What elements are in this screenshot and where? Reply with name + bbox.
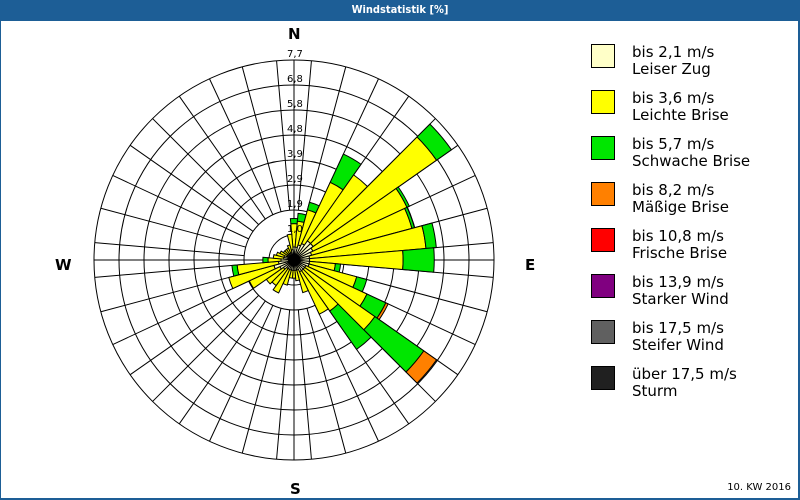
compass-south-label: S [290, 480, 301, 498]
wind-sectors [228, 123, 453, 384]
sector-segment [402, 247, 435, 273]
sector-segment [289, 217, 299, 225]
sector-segment [395, 186, 411, 208]
svg-text:6,8: 6,8 [287, 74, 303, 85]
window-title: Windstatistik [%] [0, 0, 800, 20]
legend-swatch [591, 320, 615, 344]
legend-label: bis 17,5 m/s Steifer Wind [632, 319, 724, 354]
sector-segment [405, 350, 438, 384]
sector-segment [298, 269, 329, 315]
legend-swatch [591, 136, 615, 160]
legend-swatch [591, 274, 615, 298]
legend-label: bis 10,8 m/s Frische Brise [632, 227, 728, 262]
sector-segment [416, 123, 453, 161]
sector-segment [279, 250, 289, 258]
sector-segment [275, 251, 286, 258]
sector-segment [329, 303, 372, 351]
period-label: 10. KW 2016 [727, 482, 791, 493]
sector-segment [228, 264, 276, 290]
legend-label: bis 8,2 m/s Mäßige Brise [632, 181, 729, 216]
legend-swatch [591, 182, 615, 206]
svg-text:1,9: 1,9 [287, 199, 303, 210]
radial-tick-labels: 1,0 1,9 2,9 3,9 4,8 5,8 6,8 7,7 [287, 49, 303, 235]
legend-swatch [591, 44, 615, 68]
sector-segment [296, 268, 309, 294]
sector-segment [262, 256, 269, 264]
svg-text:2,9: 2,9 [287, 174, 303, 185]
svg-text:5,8: 5,8 [287, 99, 303, 110]
legend-label: bis 2,1 m/s Leiser Zug [632, 43, 715, 78]
sector-segment [421, 222, 437, 249]
legend-label: über 17,5 m/s Sturm [632, 365, 737, 400]
svg-text:7,7: 7,7 [287, 49, 303, 60]
compass-west-label: W [55, 256, 72, 274]
compass-north-label: N [288, 25, 301, 43]
svg-text:4,8: 4,8 [287, 124, 303, 135]
svg-text:3,9: 3,9 [287, 149, 303, 160]
wind-rose-chart: 1,0 1,9 2,9 3,9 4,8 5,8 6,8 7,7 [93, 49, 495, 461]
sector-segment [286, 233, 294, 251]
legend-label: bis 5,7 m/s Schwache Brise [632, 135, 751, 170]
sector-segment [231, 264, 240, 277]
center-hub [288, 254, 300, 266]
legend-label: bis 3,6 m/s Leichte Brise [632, 89, 729, 124]
legend-swatch [591, 366, 615, 390]
legend-label: bis 13,9 m/s Starker Wind [632, 273, 729, 308]
sector-segment [272, 267, 291, 294]
chart-panel: 1,0 1,9 2,9 3,9 4,8 5,8 6,8 7,7 N E S W bis 2,1… [1, 21, 798, 498]
sector-segment [329, 153, 362, 191]
sector-segment [272, 254, 285, 260]
legend-swatch [591, 228, 615, 252]
legend-swatch [591, 90, 615, 114]
svg-text:1,0: 1,0 [287, 224, 303, 235]
compass-east-label: E [525, 256, 536, 274]
